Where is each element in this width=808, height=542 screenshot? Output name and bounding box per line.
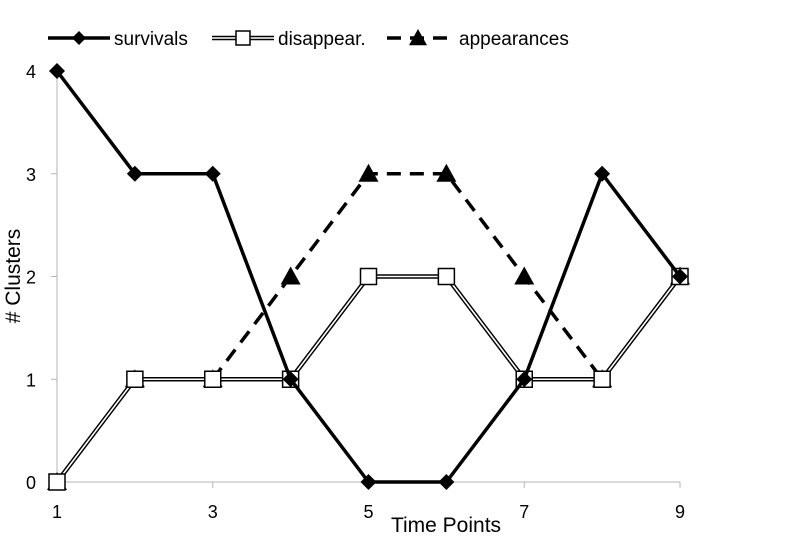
y-tick-label: 3 bbox=[26, 165, 36, 185]
legend: survivals disappear. appearances bbox=[48, 29, 569, 50]
data-point bbox=[126, 165, 143, 182]
legend-label: disappear. bbox=[278, 29, 366, 50]
data-point bbox=[126, 370, 144, 388]
data-point bbox=[593, 370, 611, 388]
series-disappear bbox=[48, 267, 689, 491]
legend-label: appearances bbox=[459, 29, 569, 50]
y-tick-label: 1 bbox=[26, 370, 36, 390]
x-tick-label: 9 bbox=[675, 502, 685, 522]
data-point bbox=[514, 266, 535, 285]
data-point bbox=[282, 371, 299, 388]
series-appearances bbox=[47, 163, 690, 490]
data-point bbox=[48, 473, 66, 491]
data-point bbox=[437, 267, 456, 286]
series-line-inner bbox=[56, 275, 681, 483]
data-point bbox=[49, 63, 65, 79]
data-point bbox=[280, 266, 301, 285]
y-tick-labels: 0 1 2 3 4 bbox=[26, 62, 57, 493]
legend-marker bbox=[235, 30, 251, 46]
series-line bbox=[55, 172, 682, 484]
series-layer bbox=[47, 63, 690, 491]
x-tick-label: 7 bbox=[519, 502, 529, 522]
legend-marker bbox=[72, 31, 86, 45]
data-point bbox=[204, 165, 221, 182]
x-axis-title: Time Points bbox=[391, 514, 501, 537]
data-point bbox=[358, 163, 379, 182]
data-point bbox=[436, 163, 457, 182]
data-point bbox=[438, 474, 455, 490]
data-point bbox=[672, 268, 688, 285]
legend-entry: appearances bbox=[387, 29, 569, 50]
data-point bbox=[359, 267, 378, 286]
legend-entry: survivals bbox=[48, 29, 188, 50]
legend-marker bbox=[409, 29, 427, 46]
data-point bbox=[594, 165, 611, 182]
legend-entry: disappear. bbox=[212, 29, 366, 50]
data-point bbox=[516, 371, 533, 388]
y-tick-label: 4 bbox=[26, 62, 36, 82]
y-tick-label: 2 bbox=[26, 268, 36, 288]
x-tick-label: 1 bbox=[52, 502, 62, 522]
legend-label: survivals bbox=[114, 29, 188, 50]
x-tick-label: 5 bbox=[363, 502, 373, 522]
data-point bbox=[204, 370, 222, 388]
data-point bbox=[360, 474, 377, 490]
y-axis-title: # Clusters bbox=[2, 229, 25, 324]
y-tick-label: 0 bbox=[26, 473, 36, 493]
x-tick-label: 3 bbox=[208, 502, 218, 522]
series-survivals bbox=[49, 63, 688, 490]
